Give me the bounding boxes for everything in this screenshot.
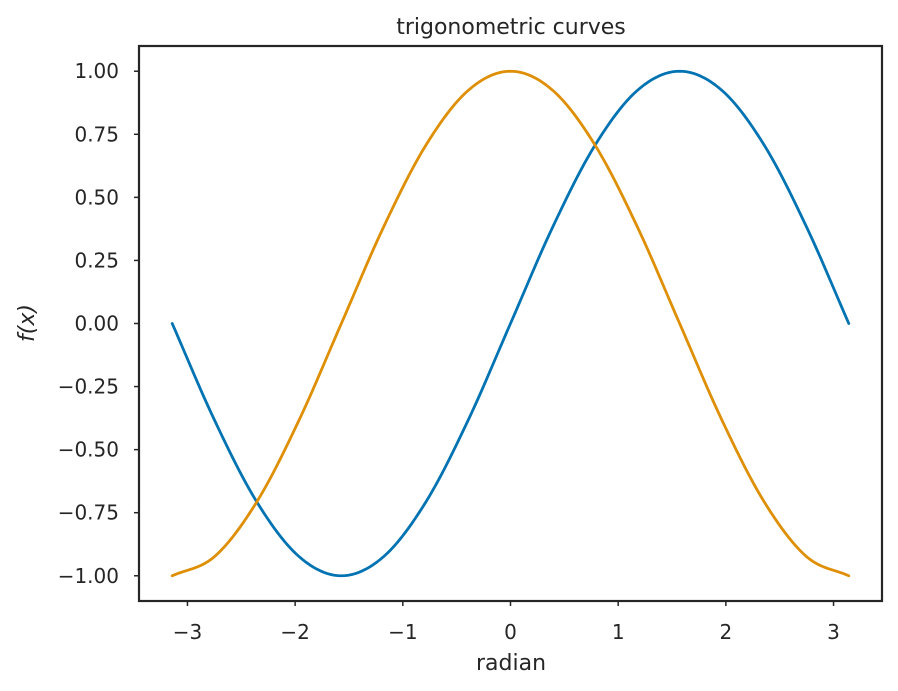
x-tick-label: 1	[612, 620, 625, 644]
x-axis-label: radian	[476, 651, 546, 676]
x-tick-label: −1	[388, 620, 417, 644]
y-tick-label: −0.25	[58, 375, 119, 399]
series-line-2	[170, 69, 851, 578]
x-tick-label: 3	[827, 620, 840, 644]
x-axis-ticks: −3 −2 −1 0 1 2 3	[173, 601, 840, 644]
y-axis-label: f(x)	[15, 304, 40, 342]
y-tick-label: 0.75	[74, 122, 119, 146]
y-tick-label: 0.25	[74, 248, 119, 272]
y-tick-label: 0.50	[74, 185, 119, 209]
series-layer	[170, 69, 851, 578]
y-tick-label: 1.00	[74, 59, 119, 83]
x-tick-label: 2	[719, 620, 732, 644]
y-axis-ticks: 1.00 0.75 0.50 0.25 0.00 −0.25 −0.50 −0.75 −1.00	[58, 59, 139, 588]
y-tick-label: −1.00	[58, 564, 119, 588]
x-tick-label: −2	[280, 620, 309, 644]
x-tick-label: 0	[504, 620, 517, 644]
series-line-1	[170, 69, 851, 578]
y-tick-label: 0.00	[74, 312, 119, 336]
x-tick-label: −3	[173, 620, 202, 644]
chart-title: trigonometric curves	[396, 15, 626, 40]
y-tick-label: −0.75	[58, 501, 119, 525]
y-tick-label: −0.50	[58, 438, 119, 462]
